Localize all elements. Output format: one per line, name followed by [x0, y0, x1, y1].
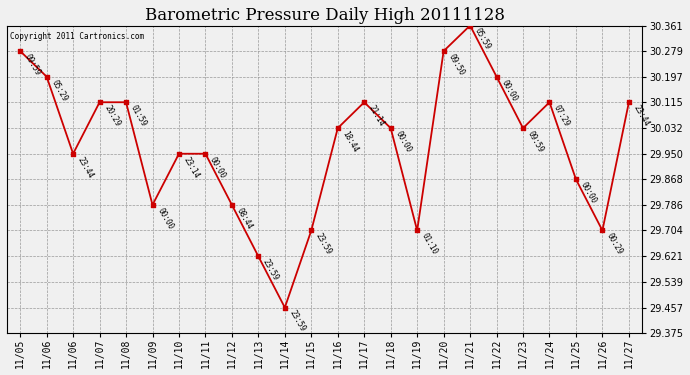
Point [200, 151, 211, 157]
Point [333, 125, 344, 131]
Text: 05:59: 05:59 [473, 27, 492, 51]
Text: 23:44: 23:44 [631, 104, 651, 128]
Text: 23:44: 23:44 [76, 155, 95, 180]
Title: Barometric Pressure Daily High 20111128: Barometric Pressure Daily High 20111128 [144, 7, 504, 24]
Point [279, 304, 290, 310]
Point [571, 176, 582, 182]
Text: 00:00: 00:00 [500, 78, 519, 103]
Point [597, 228, 608, 234]
Text: 21:14: 21:14 [367, 104, 386, 128]
Point [14, 48, 26, 54]
Text: 05:29: 05:29 [50, 78, 69, 103]
Point [544, 99, 555, 105]
Point [385, 125, 396, 131]
Text: 09:59: 09:59 [23, 53, 42, 77]
Text: 09:50: 09:50 [446, 53, 466, 77]
Text: 00:00: 00:00 [393, 129, 413, 154]
Text: 23:59: 23:59 [261, 258, 281, 282]
Point [226, 202, 237, 208]
Text: 20:29: 20:29 [102, 104, 121, 128]
Text: 23:59: 23:59 [314, 232, 333, 256]
Text: 00:29: 00:29 [605, 232, 624, 256]
Point [518, 125, 529, 131]
Point [121, 99, 132, 105]
Point [623, 99, 634, 105]
Point [412, 228, 423, 234]
Text: 00:00: 00:00 [208, 155, 228, 180]
Point [41, 74, 52, 80]
Text: Copyright 2011 Cartronics.com: Copyright 2011 Cartronics.com [10, 32, 144, 40]
Text: 09:59: 09:59 [526, 129, 545, 154]
Point [438, 48, 449, 54]
Point [94, 99, 105, 105]
Point [147, 202, 158, 208]
Text: 01:10: 01:10 [420, 232, 440, 256]
Point [359, 99, 370, 105]
Point [464, 22, 475, 28]
Text: 00:00: 00:00 [579, 181, 598, 205]
Point [173, 151, 184, 157]
Point [253, 254, 264, 260]
Text: 18:44: 18:44 [341, 129, 360, 154]
Text: 23:14: 23:14 [181, 155, 201, 180]
Text: 00:00: 00:00 [155, 206, 175, 231]
Text: 08:44: 08:44 [235, 206, 254, 231]
Point [491, 74, 502, 80]
Text: 07:29: 07:29 [552, 104, 571, 128]
Text: 01:59: 01:59 [129, 104, 148, 128]
Point [306, 228, 317, 234]
Point [68, 151, 79, 157]
Text: 23:59: 23:59 [288, 309, 307, 333]
